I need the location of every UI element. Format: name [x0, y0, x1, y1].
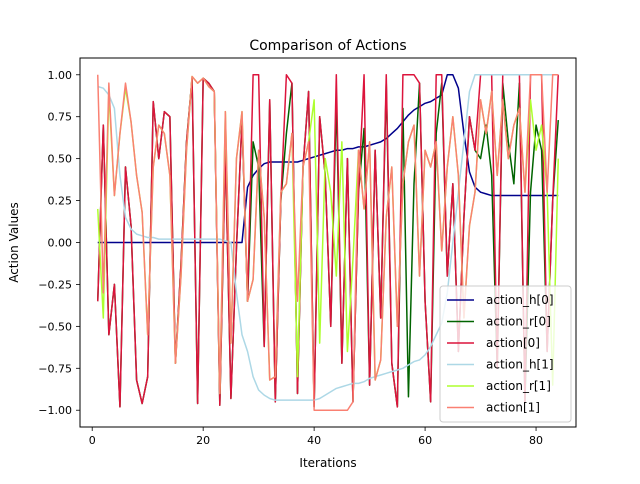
y-axis-label: Action Values — [7, 202, 21, 283]
plot-frame — [79, 57, 577, 428]
legend-label-3: action_h[1] — [486, 358, 554, 372]
series-line-0 — [97, 74, 559, 244]
y-tick-label: 0.00 — [48, 237, 73, 250]
y-tick-label: 0.25 — [48, 195, 73, 208]
series-line-5 — [97, 74, 559, 411]
chart-title: Comparison of Actions — [249, 38, 406, 54]
y-tick-label: 1.00 — [48, 69, 73, 82]
ticks-layer: 0 20 40 60 80 −1.00 −0.75 −0.50 −0.25 0.00 0.25 0.5… — [38, 69, 543, 447]
x-tick-label: 80 — [529, 434, 543, 447]
y-tick-label: −0.25 — [38, 278, 72, 291]
y-tick-label: −1.00 — [38, 404, 72, 417]
legend-label-1: action_r[0] — [486, 315, 551, 329]
legend-box — [439, 285, 572, 423]
x-tick-label: 0 — [89, 434, 96, 447]
x-tick-label: 40 — [307, 434, 321, 447]
x-tick-label: 20 — [196, 434, 210, 447]
x-tick-label: 60 — [418, 434, 432, 447]
y-tick-label: −0.50 — [38, 320, 72, 333]
legend-label-5: action[1] — [486, 401, 540, 415]
y-tick-label: −0.75 — [38, 362, 72, 375]
y-tick-label: 0.50 — [48, 153, 73, 166]
y-tick-label: 0.75 — [48, 111, 73, 124]
x-axis-label: Iterations — [299, 456, 356, 470]
legend-label-2: action[0] — [486, 336, 540, 350]
legend: action_h[0] action_r[0] action[0] action_h[… — [439, 285, 572, 423]
series-layer — [97, 74, 559, 411]
legend-label-0: action_h[0] — [486, 293, 554, 307]
legend-label-4: action_r[1] — [486, 379, 551, 393]
series-line-3 — [97, 74, 559, 401]
